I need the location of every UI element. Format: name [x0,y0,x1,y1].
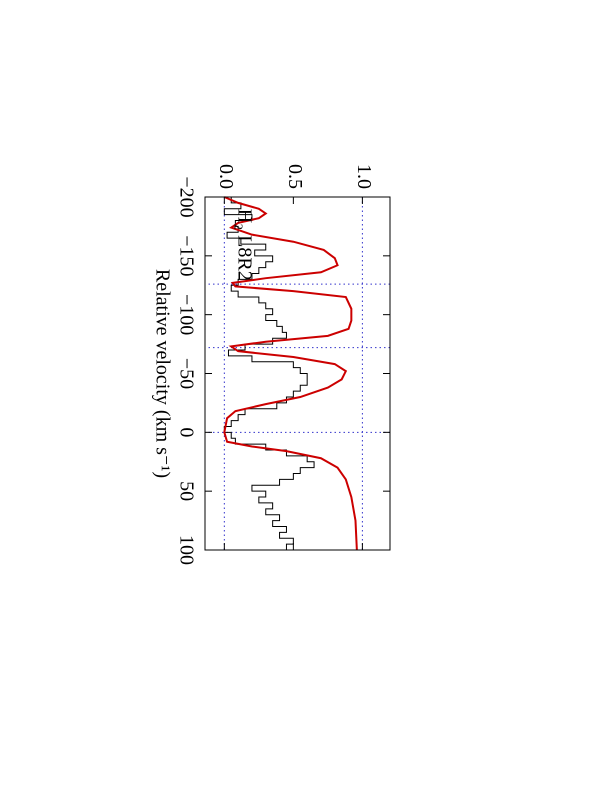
x-tick-label: 100 [175,535,197,565]
y-tick-label: 1.0 [353,164,375,189]
plot-area: −200 −150 −100 −50 0 50 100 0.0 0.5 1.0 Relative v… [151,164,391,565]
x-tick-label: 50 [175,481,197,501]
y-tick-label: 0.0 [215,164,237,189]
x-tick-label: −50 [175,358,197,389]
x-tick-label: −200 [175,176,197,217]
data-histogram [223,197,315,550]
x-axis-label: Relative velocity (km s⁻¹) [151,269,173,478]
x-tick-label: −100 [175,294,197,335]
x-tick-label: −150 [175,235,197,276]
annotation: H₂ L8R2 [233,209,255,281]
model-line [223,196,358,551]
x-tick-label: 0 [175,427,197,437]
y-tick-label: 0.5 [284,164,306,189]
